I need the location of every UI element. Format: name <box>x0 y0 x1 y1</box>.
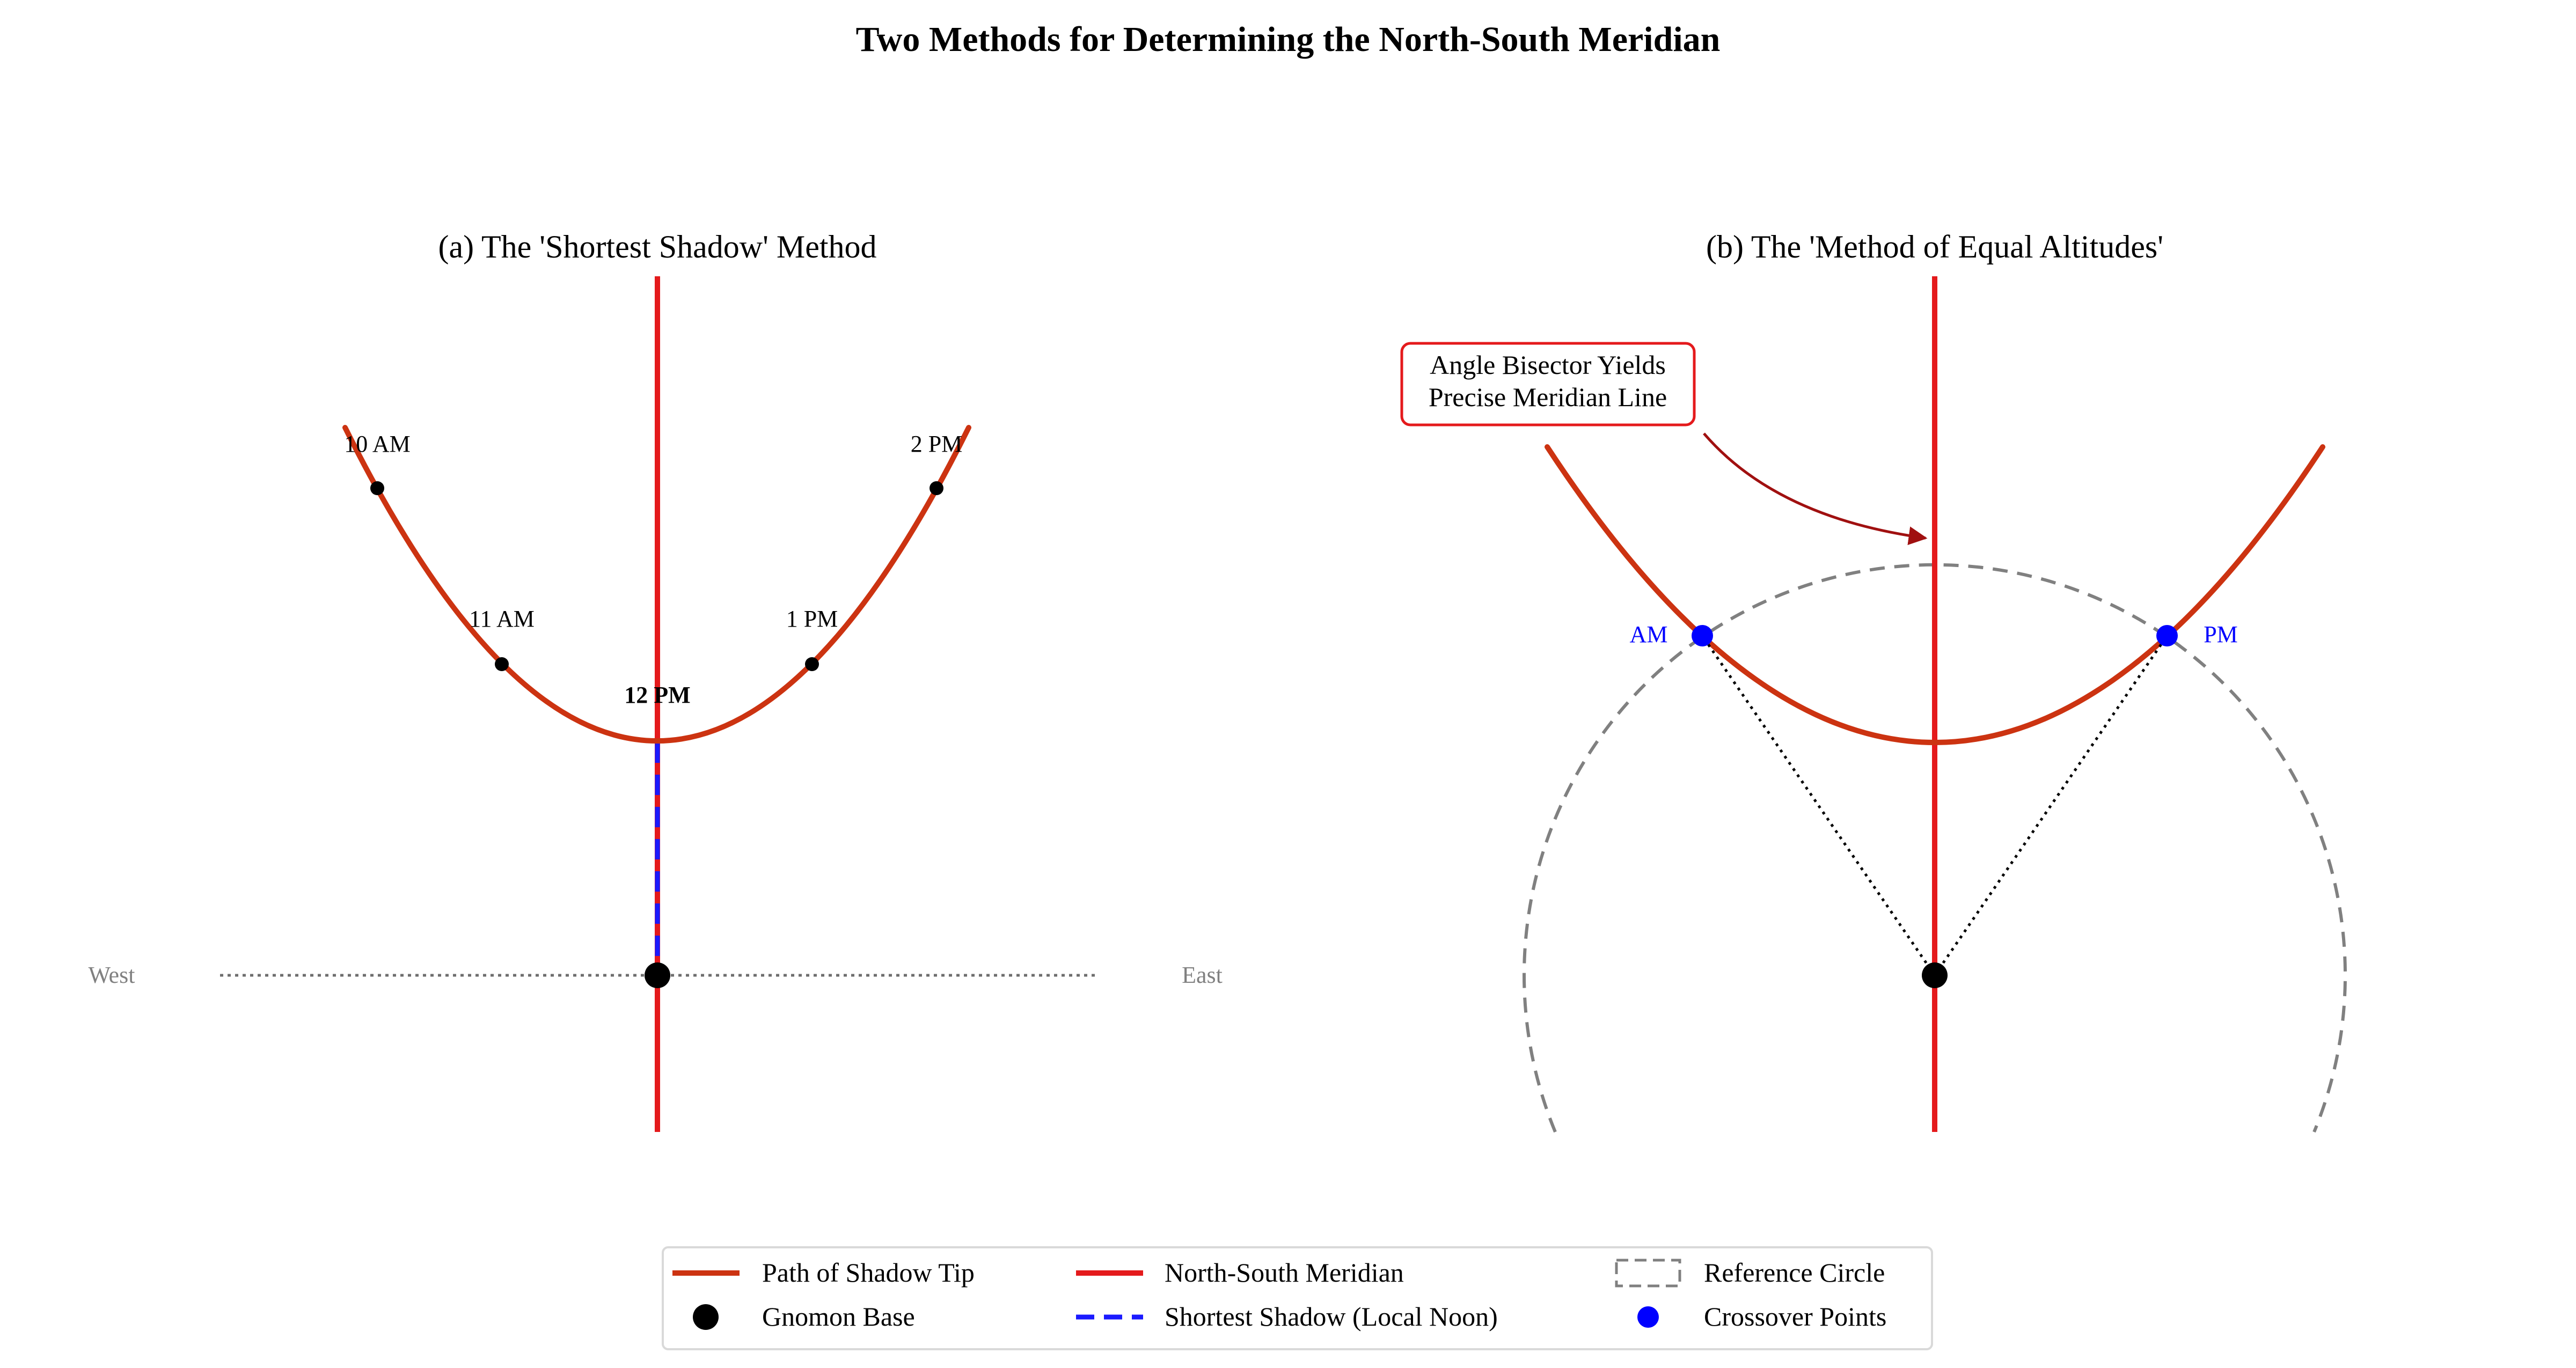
annotation-line-2: Precise Meridian Line <box>1429 382 1667 412</box>
legend-swatch-gnomon <box>693 1304 719 1330</box>
legend-frame <box>662 1246 1933 1350</box>
panel-a-title: (a) The 'Shortest Shadow' Method <box>438 229 876 264</box>
annotation-box <box>1400 342 1696 426</box>
reference-circle <box>1523 563 2347 1133</box>
am-ray <box>1701 635 1936 976</box>
gnomon-base-b <box>1922 962 1948 988</box>
legend-label-crossover: Crossover Points <box>1704 1301 1886 1332</box>
shadow-tip-path-a <box>342 425 971 744</box>
legend-label-shortest-shadow: Shortest Shadow (Local Noon) <box>1165 1301 1498 1332</box>
crossover-point-pm <box>2156 625 2178 646</box>
time-label-2pm: 2 PM <box>911 431 963 457</box>
west-label: West <box>89 962 135 988</box>
legend-label-gnomon: Gnomon Base <box>762 1301 915 1332</box>
legend: Path of Shadow Tip Gnomon Base North-Sou… <box>662 1246 1933 1350</box>
pm-ray <box>1933 635 2169 976</box>
time-label-12pm: 12 PM <box>624 682 690 708</box>
am-label: AM <box>1630 621 1668 648</box>
pm-label: PM <box>2204 621 2238 648</box>
gnomon-base-a <box>645 962 670 988</box>
legend-label-meridian: North-South Meridian <box>1165 1257 1404 1288</box>
hour-point-2pm <box>930 481 943 495</box>
panel-b: (b) The 'Method of Equal Altitudes' AM P… <box>1400 229 2347 1133</box>
time-label-11am: 11 AM <box>469 606 535 632</box>
annotation-line-1: Angle Bisector Yields <box>1430 350 1666 380</box>
hour-point-1pm <box>805 657 819 671</box>
time-label-1pm: 1 PM <box>786 606 838 632</box>
east-label: East <box>1182 962 1223 988</box>
figure-title: Two Methods for Determining the North-So… <box>856 20 1721 59</box>
crossover-point-am <box>1692 625 1713 646</box>
hour-point-10am <box>370 481 384 495</box>
panel-b-title: (b) The 'Method of Equal Altitudes' <box>1706 229 2163 264</box>
legend-swatch-reference-circle <box>1615 1259 1681 1288</box>
hour-point-11am <box>495 657 509 671</box>
shadow-tip-path-b <box>1545 444 2325 745</box>
legend-label-reference-circle: Reference Circle <box>1704 1257 1885 1288</box>
annotation-arrow <box>1703 432 1928 546</box>
legend-swatch-crossover <box>1637 1306 1659 1328</box>
legend-label-shadow-path: Path of Shadow Tip <box>762 1257 975 1288</box>
time-label-10am: 10 AM <box>344 431 410 457</box>
panel-a: (a) The 'Shortest Shadow' Method West Ea… <box>89 229 1223 1132</box>
